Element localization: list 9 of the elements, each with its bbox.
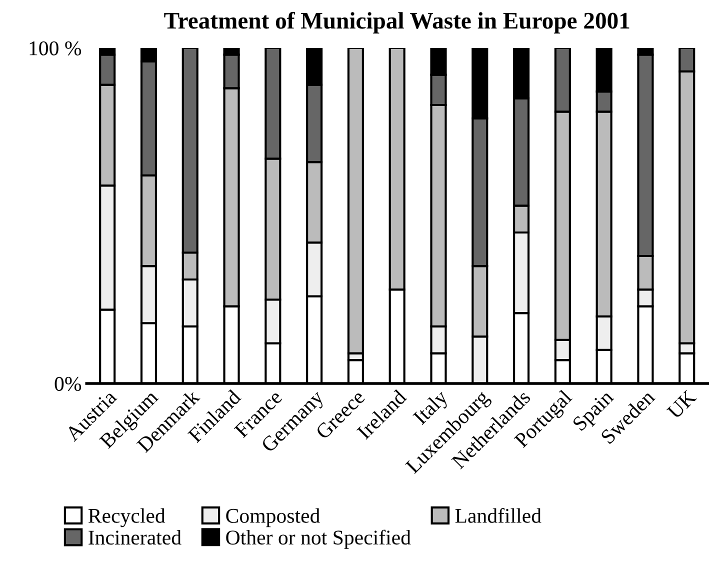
legend-label: Recycled	[88, 508, 166, 528]
chart-title: Treatment of Municipal Waste in Europe 2001	[164, 12, 630, 34]
legend-label: Incinerated	[88, 530, 182, 545]
legend-label: Other or not Specified	[226, 530, 411, 549]
y-tick-label: 100 %	[30, 41, 82, 56]
y-tick-label: 0%	[54, 376, 82, 392]
legend-label: Composted	[226, 508, 320, 528]
x-tick-label: UK	[666, 389, 698, 420]
legend-label: Landfilled	[455, 508, 542, 523]
